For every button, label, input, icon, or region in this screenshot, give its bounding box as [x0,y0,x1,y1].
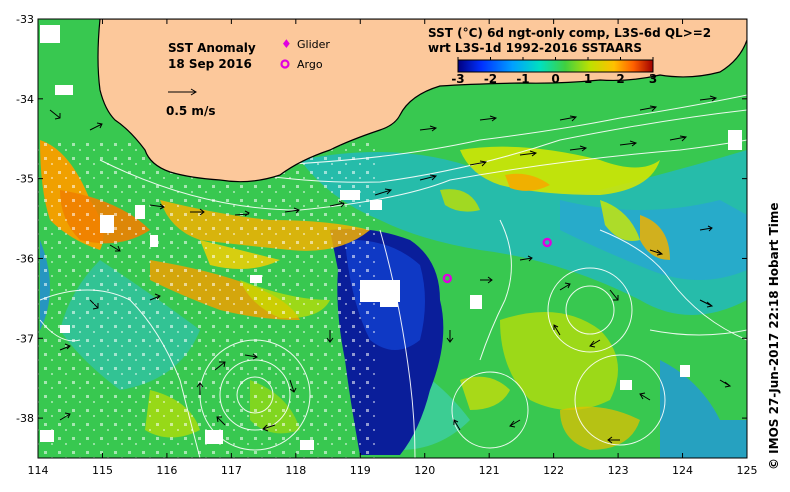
map-date: 18 Sep 2016 [168,57,252,71]
colorbar-tick-label: -2 [484,72,497,86]
glider-legend-label: Glider [297,38,330,51]
current-vectors [49,95,732,444]
colorbar-ticks: -3 -2 -1 0 1 2 3 [451,57,657,86]
x-tick-label: 121 [479,464,500,477]
y-tick-label: -37 [16,332,34,345]
credit-line: © IMOS 27-Jun-2017 22:18 Hobart Time [767,202,781,470]
colorbar-tick-label: -1 [516,72,529,86]
map-title: SST Anomaly [168,41,256,55]
x-tick-label: 124 [672,464,693,477]
colorbar-tick-label: 1 [584,72,592,86]
colorbar-tick-label: 2 [616,72,624,86]
x-tick-label: 123 [608,464,629,477]
y-tick-label: -33 [16,13,34,26]
plot-frame [37,18,748,459]
y-tick-label: -38 [16,412,34,425]
argo-markers [442,237,552,284]
x-tick-label: 117 [221,464,242,477]
argo-legend-icon [280,59,290,69]
x-tick-label: 114 [28,464,49,477]
product-line-2: wrt L3S-1d 1992-2016 SSTAARS [428,41,642,55]
y-tick-label: -34 [16,93,34,106]
x-tick-label: 119 [350,464,371,477]
colorbar-tick-label: 0 [551,72,559,86]
y-tick-label: -35 [16,173,34,186]
marker-legend: ♦ Glider Argo [280,37,330,71]
velocity-scale-label: 0.5 m/s [166,104,215,118]
glider-legend-icon: ♦ [281,37,292,51]
product-line-1: SST (°C) 6d ngt-only comp, L3S-6d QL>=2 [428,26,711,40]
x-tick-label: 116 [156,464,177,477]
argo-marker [442,273,452,284]
velocity-scale-arrowhead [190,88,197,96]
x-axis: 114 115 116 117 118 119 120 121 122 123 124 125 [28,19,758,477]
y-tick-label: -36 [16,252,34,265]
argo-legend-label: Argo [297,58,323,71]
colorbar-tick-label: -3 [451,72,464,86]
x-tick-label: 115 [92,464,113,477]
colorbar-ramp [457,59,654,73]
plot-area [38,19,747,458]
x-tick-label: 125 [737,464,758,477]
x-tick-label: 118 [285,464,306,477]
x-tick-label: 120 [414,464,435,477]
x-tick-label: 122 [543,464,564,477]
y-axis: -33-34-35-36-37-38 [16,13,747,425]
colorbar-tick-label: 3 [649,72,657,86]
colorbar: -3 -2 -1 0 1 2 3 [451,57,657,86]
argo-marker [542,237,552,248]
missing-data-patches [40,25,742,450]
velocity-scale: 0.5 m/s [166,88,215,118]
cloud-gaps [38,140,378,458]
